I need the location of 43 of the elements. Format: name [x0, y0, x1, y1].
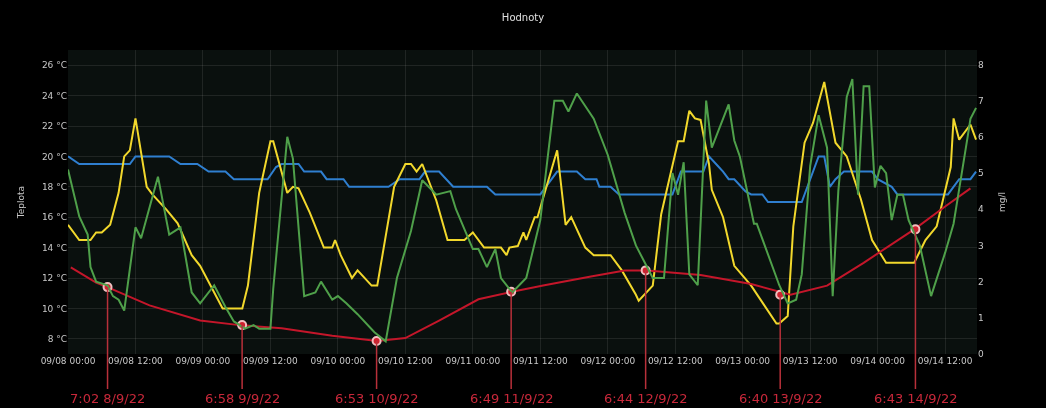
y-tick-label: 26 °C	[41, 60, 67, 71]
y-tick-label: 22 °C	[41, 121, 67, 132]
y-tick-label: 16 °C	[41, 212, 67, 223]
x-tick-label: 09/09 12:00	[243, 356, 299, 366]
x-tick-label: 09/11 00:00	[445, 356, 501, 366]
x-tick-label: 09/08 12:00	[108, 356, 164, 366]
y2-tick-label: 2	[978, 276, 984, 287]
y-tick-label: 14 °C	[41, 242, 67, 253]
y2-axis-title: mg/l	[996, 191, 1007, 213]
x-tick-label: 09/12 00:00	[580, 356, 636, 366]
y2-tick-label: 6	[978, 132, 984, 143]
chart-title: Hodnoty	[501, 11, 545, 23]
y-axis-title: Teplota	[16, 185, 27, 220]
y-tick-label: 20 °C	[41, 151, 67, 162]
annotation: 6:43 14/9/22	[874, 391, 958, 406]
x-tick-label: 09/08 00:00	[40, 356, 96, 366]
y2-tick-label: 7	[978, 95, 984, 106]
annotation: 6:40 13/9/22	[739, 391, 823, 406]
x-tick-label: 09/12 12:00	[647, 356, 703, 366]
x-tick-label: 09/13 12:00	[782, 356, 838, 366]
y2-tick-label: 0	[978, 349, 984, 360]
annotation: 6:53 10/9/22	[335, 391, 419, 406]
y2-tick-label: 3	[978, 240, 984, 251]
y-tick-label: 24 °C	[41, 90, 67, 101]
x-tick-label: 09/10 12:00	[377, 356, 433, 366]
y-tick-label: 8 °C	[47, 333, 67, 344]
y2-tick-label: 1	[978, 312, 984, 323]
annotation: 6:44 12/9/22	[604, 391, 688, 406]
y2-tick-label: 4	[978, 204, 984, 215]
annotation: 7:02 8/9/22	[70, 391, 146, 406]
x-tick-label: 09/09 00:00	[175, 356, 231, 366]
x-tick-label: 09/13 00:00	[715, 356, 771, 366]
y-tick-label: 12 °C	[41, 273, 67, 284]
y-tick-label: 10 °C	[41, 303, 67, 314]
x-tick-label: 09/14 00:00	[850, 356, 906, 366]
y2-tick-label: 8	[978, 59, 984, 70]
y2-tick-label: 5	[978, 168, 984, 179]
y-tick-label: 18 °C	[41, 181, 67, 192]
annotation: 6:58 9/9/22	[205, 391, 281, 406]
x-tick-label: 09/10 00:00	[310, 356, 366, 366]
annotation: 6:49 11/9/22	[470, 391, 554, 406]
x-tick-label: 09/14 12:00	[917, 356, 973, 366]
x-tick-label: 09/11 12:00	[512, 356, 568, 366]
